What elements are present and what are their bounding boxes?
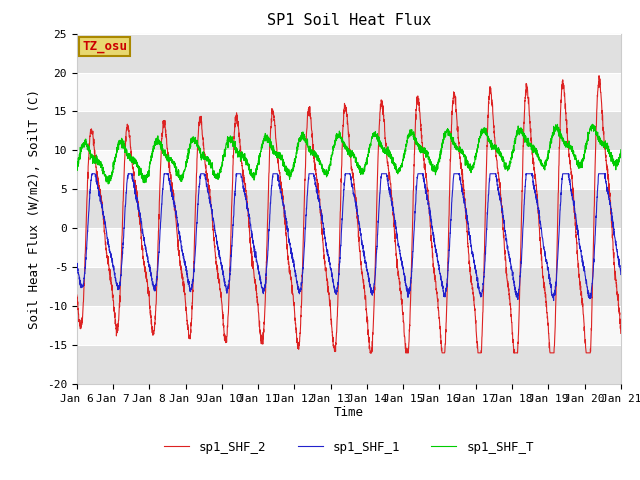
sp1_SHF_2 xyxy=(617,327,625,333)
Bar xyxy=(77,111,621,150)
sp1_SHF_T xyxy=(617,150,625,156)
sp1_SHF_2 xyxy=(412,122,419,128)
sp1_SHF_1 xyxy=(550,298,557,303)
Line: sp1_SHF_1: sp1_SHF_1 xyxy=(77,174,621,300)
sp1_SHF_T xyxy=(402,141,410,147)
sp1_SHF_T xyxy=(617,147,625,153)
sp1_SHF_1 xyxy=(189,274,197,280)
sp1_SHF_T xyxy=(73,167,81,172)
sp1_SHF_1 xyxy=(225,282,233,288)
sp1_SHF_1 xyxy=(412,202,419,208)
sp1_SHF_1 xyxy=(566,176,573,182)
sp1_SHF_T xyxy=(565,144,573,150)
sp1_SHF_2 xyxy=(617,331,625,336)
sp1_SHF_T xyxy=(589,121,596,127)
sp1_SHF_2 xyxy=(565,151,573,157)
Bar xyxy=(77,34,621,72)
Y-axis label: Soil Heat Flux (W/m2), SoilT (C): Soil Heat Flux (W/m2), SoilT (C) xyxy=(28,89,41,329)
sp1_SHF_2 xyxy=(73,292,81,298)
Line: sp1_SHF_T: sp1_SHF_T xyxy=(77,124,621,184)
sp1_SHF_2 xyxy=(366,350,374,356)
sp1_SHF_T xyxy=(412,140,419,146)
sp1_SHF_2 xyxy=(595,73,603,79)
sp1_SHF_2 xyxy=(225,300,232,306)
Bar xyxy=(77,267,621,306)
sp1_SHF_1 xyxy=(617,272,625,277)
sp1_SHF_T xyxy=(104,181,112,187)
sp1_SHF_T xyxy=(189,138,197,144)
X-axis label: Time: Time xyxy=(334,407,364,420)
sp1_SHF_1 xyxy=(617,266,625,272)
Title: SP1 Soil Heat Flux: SP1 Soil Heat Flux xyxy=(267,13,431,28)
Text: TZ_osu: TZ_osu xyxy=(82,40,127,53)
Bar xyxy=(77,345,621,384)
sp1_SHF_1 xyxy=(402,283,410,288)
sp1_SHF_1 xyxy=(88,171,96,177)
Line: sp1_SHF_2: sp1_SHF_2 xyxy=(77,76,621,353)
sp1_SHF_2 xyxy=(189,276,197,281)
Legend: sp1_SHF_2, sp1_SHF_1, sp1_SHF_T: sp1_SHF_2, sp1_SHF_1, sp1_SHF_T xyxy=(159,436,539,459)
Bar xyxy=(77,189,621,228)
sp1_SHF_1 xyxy=(73,264,81,269)
sp1_SHF_2 xyxy=(402,348,410,354)
sp1_SHF_T xyxy=(225,135,233,141)
